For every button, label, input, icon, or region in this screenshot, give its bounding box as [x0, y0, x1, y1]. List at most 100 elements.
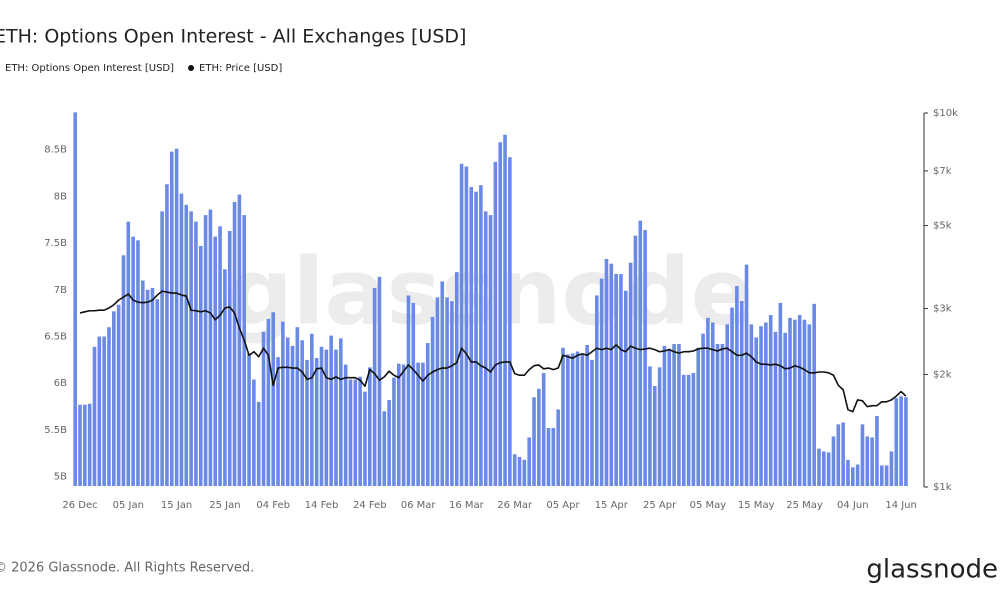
bar — [295, 327, 300, 486]
bar — [213, 236, 218, 486]
bar — [817, 448, 821, 486]
bar — [657, 367, 662, 486]
bar — [334, 349, 338, 486]
bar — [425, 343, 430, 486]
bar — [802, 319, 807, 486]
bar — [681, 374, 686, 486]
bar — [281, 321, 285, 486]
bar — [879, 465, 884, 486]
bar — [256, 401, 261, 486]
bar — [638, 220, 643, 486]
bar — [498, 142, 503, 487]
bar — [421, 362, 425, 486]
y2-tick-label: $3k — [933, 304, 952, 315]
bar — [648, 366, 652, 486]
bar — [551, 428, 556, 486]
bar — [715, 344, 720, 486]
bar — [83, 404, 87, 486]
bar — [223, 269, 227, 486]
bar — [870, 437, 874, 486]
bar — [469, 187, 474, 486]
bar — [276, 357, 280, 486]
legend: ETH: Options Open Interest [USD] ETH: Pri… — [5, 63, 282, 74]
y-tick-label: 6B — [54, 378, 67, 389]
bar — [169, 151, 174, 486]
x-tick-label: 25 May — [786, 500, 823, 511]
bar — [126, 221, 131, 486]
bar — [78, 404, 82, 486]
bar — [904, 397, 908, 486]
bar — [720, 344, 725, 486]
x-tick-label: 15 Jan — [161, 500, 192, 511]
bar — [416, 362, 420, 486]
bar — [691, 372, 696, 486]
bar — [585, 344, 589, 486]
bar — [527, 437, 531, 486]
x-tick-label: 24 Feb — [353, 500, 387, 511]
x-tick-label: 05 May — [690, 500, 727, 511]
bar — [189, 211, 193, 487]
y-tick-label: 7.5B — [44, 238, 67, 249]
y-tick-label: 5B — [54, 472, 67, 483]
bar — [310, 333, 314, 486]
bar — [706, 317, 710, 486]
y-tick-label: 7B — [54, 285, 67, 296]
bar — [488, 215, 493, 486]
bar — [387, 400, 391, 486]
bar — [87, 403, 92, 486]
x-tick-label: 04 Feb — [256, 500, 290, 511]
bar — [570, 353, 575, 486]
bar — [522, 459, 527, 486]
bar — [285, 337, 290, 486]
bar — [368, 367, 372, 486]
x-tick-label: 25 Apr — [643, 500, 677, 511]
y2-tick-label: $5k — [933, 221, 952, 232]
bar — [165, 184, 169, 486]
y-tick-label: 6.5B — [44, 332, 67, 343]
y-tick-label: 5.5B — [44, 425, 67, 436]
bar — [826, 452, 831, 486]
bar — [575, 351, 580, 486]
x-tick-label: 05 Jan — [113, 500, 144, 511]
bar — [754, 337, 758, 486]
x-tick-label: 14 Feb — [305, 500, 339, 511]
bar — [155, 299, 160, 486]
x-tick-label: 16 Mar — [449, 500, 485, 511]
y2-tick-label: $2k — [933, 369, 952, 380]
bar — [846, 459, 850, 486]
y2-tick-label: $10k — [933, 108, 958, 119]
bar — [112, 311, 116, 486]
bar — [445, 297, 449, 486]
bar — [643, 230, 647, 486]
bar — [710, 322, 715, 486]
bar — [252, 379, 256, 486]
bar — [160, 211, 164, 487]
bar — [150, 287, 155, 486]
x-tick-label: 04 Jun — [837, 500, 869, 511]
bar — [595, 295, 599, 486]
bar — [686, 374, 691, 486]
bar — [353, 379, 358, 486]
x-tick-label: 26 Mar — [497, 500, 533, 511]
bar — [92, 346, 97, 486]
bar — [725, 324, 730, 486]
bar — [894, 398, 899, 486]
bar — [841, 422, 845, 486]
bar — [768, 315, 773, 486]
bar — [884, 465, 889, 486]
logo: glassnode — [866, 555, 998, 585]
y2-tick-label: $7k — [933, 166, 952, 177]
bar — [440, 281, 445, 486]
bar — [532, 397, 536, 486]
y-tick-label: 8B — [54, 191, 67, 202]
bar — [290, 345, 295, 486]
y-tick-label: 8.5B — [44, 145, 67, 156]
bar — [314, 358, 319, 486]
bar — [401, 364, 406, 486]
bar — [662, 345, 667, 486]
bar — [503, 134, 507, 486]
bar — [324, 349, 329, 486]
bar — [145, 289, 150, 486]
bar — [865, 436, 870, 486]
bar — [358, 376, 362, 486]
